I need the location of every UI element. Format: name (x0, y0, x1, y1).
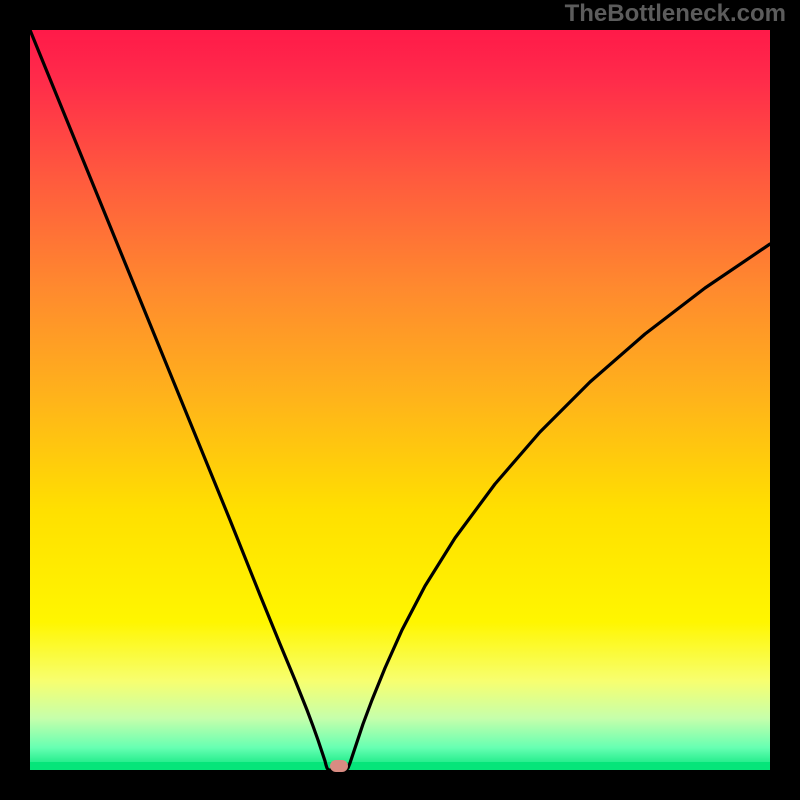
watermark-text: TheBottleneck.com (565, 0, 786, 28)
chart-frame: TheBottleneck.com (0, 0, 800, 800)
chart-curve-layer (0, 0, 800, 800)
bottleneck-curve (30, 30, 770, 770)
optimum-marker (330, 760, 348, 772)
